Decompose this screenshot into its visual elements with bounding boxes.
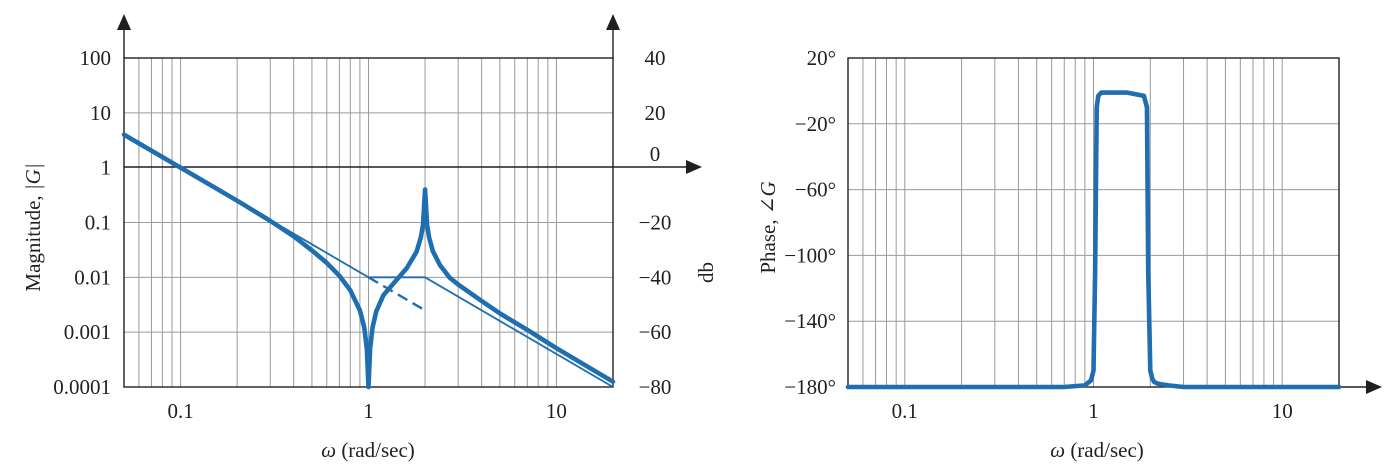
phase-y-tick-label: −60°	[795, 178, 836, 202]
phase-x-tick-label: 10	[1272, 399, 1293, 423]
db-tick-label: −40	[639, 265, 672, 289]
magnitude-curve	[121, 132, 616, 390]
y-tick-label: 100	[80, 46, 112, 70]
magnitude-plot: 0.0001 0.001 0.01 0.1 1 10 100 −80 −60 −40 −20 0 20 4…	[21, 14, 718, 462]
phase-y-tick-label: −140°	[784, 309, 836, 333]
db-tick-label: −60	[639, 320, 672, 344]
x-tick-label: 0.1	[167, 399, 193, 423]
phase-x-tick-label: 1	[1088, 399, 1099, 423]
db-tick-label: −20	[639, 211, 672, 235]
left-axis-arrow	[117, 14, 131, 30]
phase-y-axis-label: Phase, ∠G	[756, 181, 780, 273]
x-tick-label: 1	[363, 399, 374, 423]
phase-x-axis-label: ω (rad/sec)	[1050, 438, 1144, 462]
y-tick-label: 0.1	[85, 211, 111, 235]
phase-curve	[845, 90, 1342, 390]
dashed-asymptote-line	[367, 276, 426, 312]
phase-x-tick-label: 0.1	[892, 399, 918, 423]
right-axis-arrow	[606, 14, 620, 30]
phase-y-tick-label: 20°	[807, 46, 836, 70]
phase-y-tick-label: −180°	[784, 375, 836, 399]
db-tick-label: −80	[639, 375, 672, 399]
db-tick-label: 20	[645, 101, 666, 125]
phase-x-axis-arrow	[1366, 380, 1382, 394]
y-tick-label: 10	[90, 101, 111, 125]
phase-y-tick-label: −100°	[784, 243, 836, 267]
phase-plot-frame	[847, 57, 1340, 388]
y-tick-label: 0.0001	[53, 375, 111, 399]
db-tick-label: 40	[645, 46, 666, 70]
db-axis-label: db	[694, 262, 718, 283]
phase-plot: 20° −20° −60° −100° −140° −180° 0.1 1 10 ω (rad/s…	[756, 46, 1382, 462]
y-tick-label: 0.01	[74, 265, 111, 289]
phase-y-tick-label: −20°	[795, 112, 836, 136]
x-axis-label: ω (rad/sec)	[321, 438, 415, 462]
x-tick-label: 10	[546, 399, 567, 423]
y-axis-label: Magnitude, |G|	[21, 163, 45, 291]
y-tick-label: 0.001	[64, 320, 111, 344]
zero-db-axis-arrow	[686, 160, 702, 174]
db-tick-label: 0	[650, 142, 661, 166]
y-tick-label: 1	[101, 156, 112, 180]
